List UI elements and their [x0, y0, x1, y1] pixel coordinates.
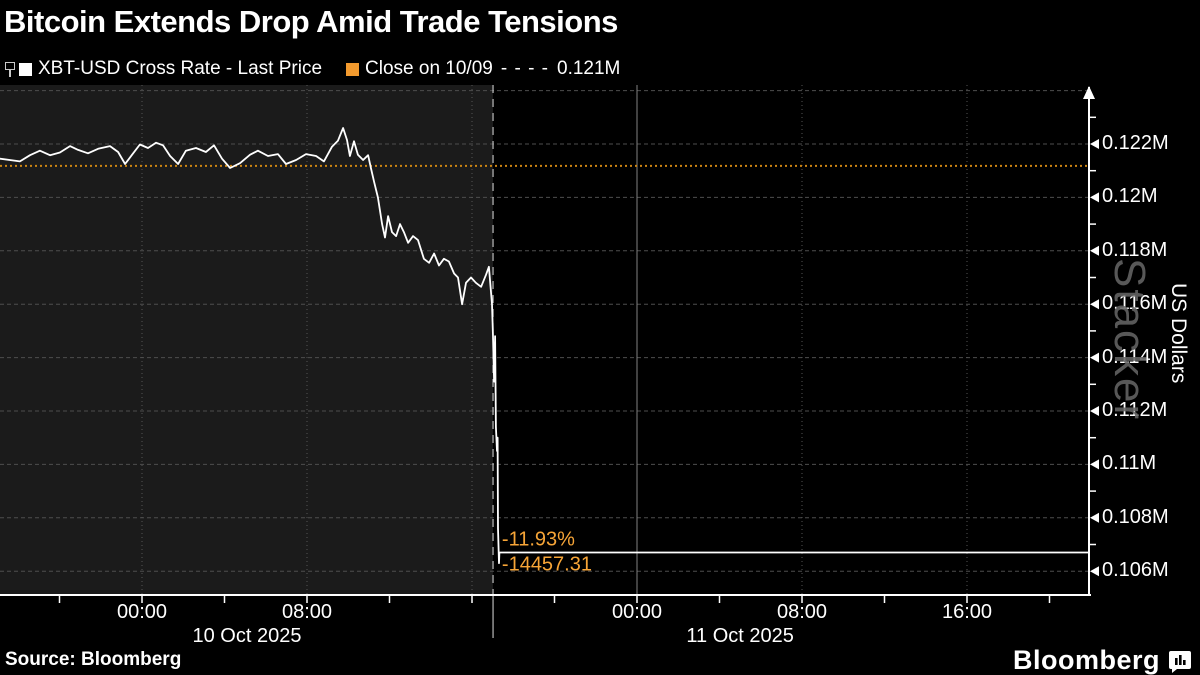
x-tick-label: 00:00 [116, 601, 168, 623]
x-tick-label: 16:00 [941, 601, 993, 623]
x-tick-label: 08:00 [776, 601, 828, 623]
y-major-tick-arrow [1090, 512, 1099, 523]
price-change-annotation: -14457.31 [501, 553, 592, 576]
y-tick-label: 0.118M [1102, 238, 1168, 261]
y-major-tick-arrow [1090, 245, 1099, 256]
close-line-value: 0.121M [557, 58, 621, 79]
y-tick-label: 0.106M [1102, 559, 1169, 582]
y-major-tick-arrow [1090, 139, 1099, 149]
y-tick-label: 0.114M [1102, 345, 1168, 368]
y-tick-label: 0.116M [1102, 292, 1168, 315]
close-line-label: Close on 10/09 [365, 58, 493, 79]
source-attribution: Source: Bloomberg [5, 649, 182, 670]
y-tick-label: 0.11M [1102, 452, 1157, 475]
price-chart-plot [0, 85, 1099, 638]
chart-legend: XBT-USD Cross Rate - Last Price Close on… [5, 58, 620, 80]
price-change-annotation: -11.93% [501, 528, 575, 551]
x-date-label: 10 Oct 2025 [192, 625, 302, 647]
last-price-series-label: XBT-USD Cross Rate - Last Price [38, 58, 323, 79]
bloomberg-logo-text: Bloomberg [1012, 645, 1160, 675]
x-tick-label: 00:00 [611, 601, 663, 623]
price-line [0, 127, 1089, 565]
stacker-watermark: Stacker [1105, 258, 1154, 422]
y-tick-label: 0.108M [1102, 505, 1169, 528]
x-date-label: 11 Oct 2025 [686, 625, 794, 647]
y-major-tick-arrow [1090, 352, 1099, 363]
bloomberg-logo: Bloomberg [1013, 645, 1192, 675]
y-major-tick-arrow [1090, 299, 1099, 310]
x-tick-label: 08:00 [281, 601, 333, 623]
close-line-dash-sample: - - - - [500, 58, 550, 79]
y-tick-label: 0.12M [1102, 185, 1158, 208]
session-background [0, 85, 494, 595]
close-line-swatch-icon [346, 62, 360, 76]
chart-pin-icon [5, 61, 15, 77]
y-major-tick-arrow [1090, 566, 1099, 577]
page-title: Bitcoin Extends Drop Amid Trade Tensions [4, 4, 618, 39]
y-axis-arrow-icon [1083, 86, 1095, 99]
y-major-tick-arrow [1090, 406, 1099, 416]
y-major-tick-arrow [1090, 192, 1099, 203]
y-major-tick-arrow [1090, 459, 1099, 470]
y-tick-label: 0.112M [1102, 399, 1168, 421]
last-price-swatch-icon [19, 62, 32, 76]
bloomberg-terminal-icon [1169, 650, 1191, 673]
y-axis-title: US Dollars [1167, 283, 1190, 384]
y-tick-label: 0.122M [1102, 132, 1169, 154]
